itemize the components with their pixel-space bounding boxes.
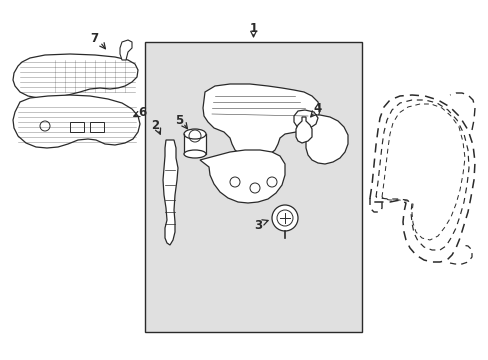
Polygon shape	[120, 40, 132, 60]
Polygon shape	[293, 110, 317, 130]
Text: 2: 2	[151, 118, 159, 131]
Text: 7: 7	[90, 32, 98, 45]
Polygon shape	[203, 84, 319, 158]
Bar	[70, 122, 84, 132]
Bar	[145, 42, 361, 332]
Text: 3: 3	[253, 219, 262, 231]
Polygon shape	[13, 95, 140, 148]
Circle shape	[271, 205, 297, 231]
Polygon shape	[13, 54, 138, 98]
Polygon shape	[295, 117, 311, 143]
Ellipse shape	[183, 150, 205, 158]
Text: 1: 1	[249, 22, 257, 35]
Text: 4: 4	[313, 102, 322, 114]
Text: 5: 5	[175, 113, 183, 126]
Text: 6: 6	[138, 105, 146, 118]
Bar	[183, 134, 205, 154]
Ellipse shape	[183, 129, 205, 139]
Polygon shape	[305, 115, 347, 164]
Polygon shape	[163, 140, 178, 245]
Polygon shape	[200, 150, 285, 203]
Bar	[90, 122, 104, 132]
